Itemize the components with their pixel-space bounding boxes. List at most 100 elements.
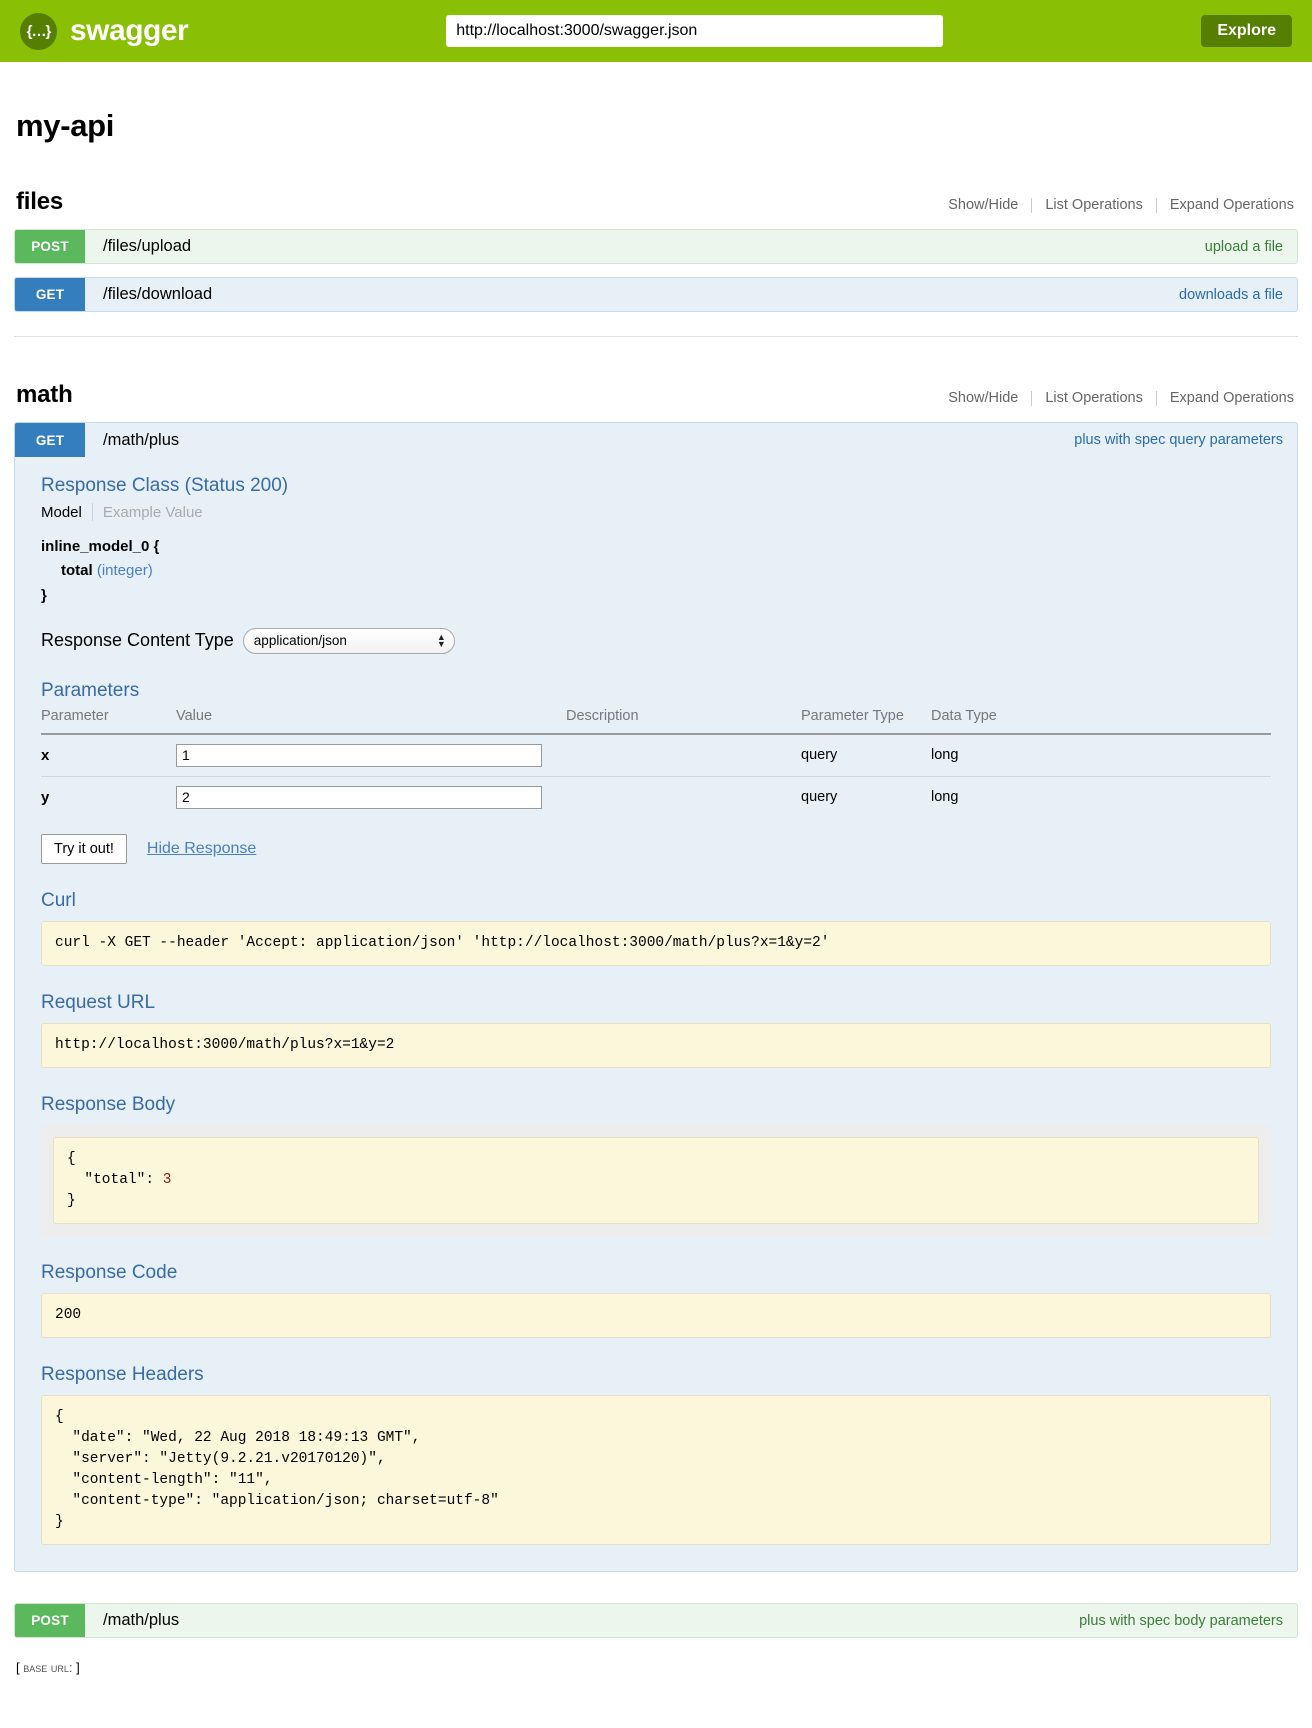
response-content-type-row: Response Content Type application/json ▲… <box>41 627 1271 654</box>
list-operations-link-files[interactable]: List Operations <box>1045 197 1143 213</box>
column-header-data-type: Data Type <box>931 707 1271 735</box>
swagger-logo-link[interactable]: {…} swagger <box>20 12 189 50</box>
parameter-type-x: query <box>801 733 931 777</box>
footer-close-bracket: ] <box>76 1660 80 1676</box>
response-body-number: 3 <box>162 1171 172 1188</box>
method-badge: GET <box>15 423 85 457</box>
response-content-type-select[interactable]: application/json <box>242 627 455 654</box>
submit-row: Try it out! Hide Response <box>41 833 1271 864</box>
spec-url-container <box>188 15 1201 47</box>
operation-row[interactable]: GET /files/download downloads a file <box>14 277 1298 312</box>
show-hide-link-math[interactable]: Show/Hide <box>948 390 1019 406</box>
expand-operations-link-files[interactable]: Expand Operations <box>1169 197 1294 213</box>
expand-operations-link-math[interactable]: Expand Operations <box>1169 390 1294 406</box>
resource-math: math Show/Hide List Operations Expand Op… <box>14 381 1298 1639</box>
response-class-title: Response Class (Status 200) <box>41 475 289 496</box>
parameter-input-y[interactable] <box>176 785 542 809</box>
table-header-row: Parameter Value Description Parameter Ty… <box>41 707 1271 735</box>
resource-header: files Show/Hide List Operations Expand O… <box>14 188 1298 216</box>
parameter-value-cell <box>176 733 566 777</box>
operation-row[interactable]: POST /files/upload upload a file <box>14 229 1298 264</box>
api-title: my-api <box>16 108 115 143</box>
resource-name-math[interactable]: math <box>16 381 73 408</box>
top-navigation-bar: {…} swagger Explore <box>0 0 1312 62</box>
parameter-input-x[interactable] <box>176 743 542 767</box>
response-code-title: Response Code <box>41 1261 178 1283</box>
resource-options: Show/Hide List Operations Expand Operati… <box>935 197 1296 213</box>
page-content: my-api files Show/Hide List Operations E… <box>0 108 1312 1693</box>
operation-path: /files/upload <box>103 237 192 255</box>
method-badge: POST <box>15 1604 85 1638</box>
option-divider <box>1155 197 1157 213</box>
model-close-brace: } <box>41 586 47 604</box>
option-divider <box>1031 390 1033 406</box>
parameter-value-cell <box>176 776 566 818</box>
method-badge: POST <box>15 230 85 263</box>
tab-model[interactable]: Model <box>41 503 82 521</box>
operation-summary: downloads a file <box>1179 286 1283 303</box>
resource-name-files[interactable]: files <box>16 188 64 215</box>
response-body-open-brace: { <box>67 1150 76 1167</box>
response-body-container: { "total": 3 } <box>41 1124 1271 1236</box>
operation-details-panel: Response Class (Status 200) Model Exampl… <box>14 457 1298 1573</box>
parameter-description-y <box>566 776 801 818</box>
parameters-table: Parameter Value Description Parameter Ty… <box>41 707 1271 818</box>
column-header-parameter-type: Parameter Type <box>801 707 931 735</box>
operation-summary: plus with spec query parameters <box>1074 432 1283 448</box>
section-divider <box>14 336 1298 337</box>
model-property-name: total <box>61 562 93 580</box>
parameters-title: Parameters <box>41 679 140 701</box>
tab-divider <box>91 503 93 521</box>
operation-summary: upload a file <box>1204 238 1283 255</box>
footer-open-bracket: [ <box>16 1660 20 1676</box>
model-open-brace: inline_model_0 { <box>41 538 160 555</box>
column-header-description: Description <box>566 707 801 735</box>
resource-files: files Show/Hide List Operations Expand O… <box>14 188 1298 312</box>
tab-example-value[interactable]: Example Value <box>102 503 203 521</box>
method-badge: GET <box>15 278 85 311</box>
response-content-type-label: Response Content Type <box>41 630 234 651</box>
spec-url-input[interactable] <box>446 15 944 47</box>
swagger-wordmark: swagger <box>70 14 189 47</box>
response-body-close-brace: } <box>67 1192 76 1209</box>
response-body-key: "total": <box>67 1171 163 1188</box>
option-divider <box>1155 390 1157 406</box>
operation-path: /files/download <box>103 285 213 303</box>
model-property-type: (integer) <box>96 562 153 580</box>
operation-row[interactable]: GET /math/plus plus with spec query para… <box>14 422 1298 457</box>
swagger-braces-icon: {…} <box>20 12 57 50</box>
response-content-type-select-wrap: application/json ▲ ▼ <box>242 627 455 654</box>
operation-path: /math/plus <box>103 430 180 449</box>
parameter-name-x: x <box>41 733 176 777</box>
column-header-value: Value <box>176 707 566 735</box>
model-signature: inline_model_0 { total (integer) } <box>41 535 1271 608</box>
operation-row[interactable]: POST /math/plus plus with spec body para… <box>14 1603 1298 1639</box>
parameter-name-y: y <box>41 788 50 806</box>
operation-post-files-upload: POST /files/upload upload a file <box>14 229 1298 264</box>
response-headers-block: { "date": "Wed, 22 Aug 2018 18:49:13 GMT… <box>41 1394 1271 1546</box>
resource-header: math Show/Hide List Operations Expand Op… <box>14 381 1298 409</box>
option-divider <box>1031 197 1033 213</box>
model-property: total (integer) <box>41 559 1271 583</box>
table-row: y query long <box>41 776 1271 818</box>
model-example-tabs: Model Example Value <box>41 503 1271 521</box>
response-body-title: Response Body <box>41 1093 176 1115</box>
explore-button[interactable]: Explore <box>1201 15 1292 47</box>
response-headers-title: Response Headers <box>41 1363 204 1385</box>
parameter-data-type-y: long <box>931 789 959 806</box>
list-operations-link-math[interactable]: List Operations <box>1045 390 1143 406</box>
parameter-data-type-x: long <box>931 733 1271 777</box>
request-url-block: http://localhost:3000/math/plus?x=1&y=2 <box>41 1022 1271 1068</box>
spacer <box>14 1572 1298 1590</box>
show-hide-link-files[interactable]: Show/Hide <box>948 197 1019 213</box>
table-row: x query long <box>41 733 1271 777</box>
curl-command-block: curl -X GET --header 'Accept: applicatio… <box>41 920 1271 966</box>
footer: [ BASE URL: ] <box>14 1660 1298 1693</box>
operation-path: /math/plus <box>103 1611 180 1630</box>
parameter-type-y: query <box>801 789 838 806</box>
hide-response-link[interactable]: Hide Response <box>146 839 257 857</box>
column-header-parameter: Parameter <box>41 707 176 735</box>
request-url-title: Request URL <box>41 991 156 1013</box>
try-it-out-button[interactable]: Try it out! <box>41 833 127 864</box>
curl-title: Curl <box>41 889 76 911</box>
